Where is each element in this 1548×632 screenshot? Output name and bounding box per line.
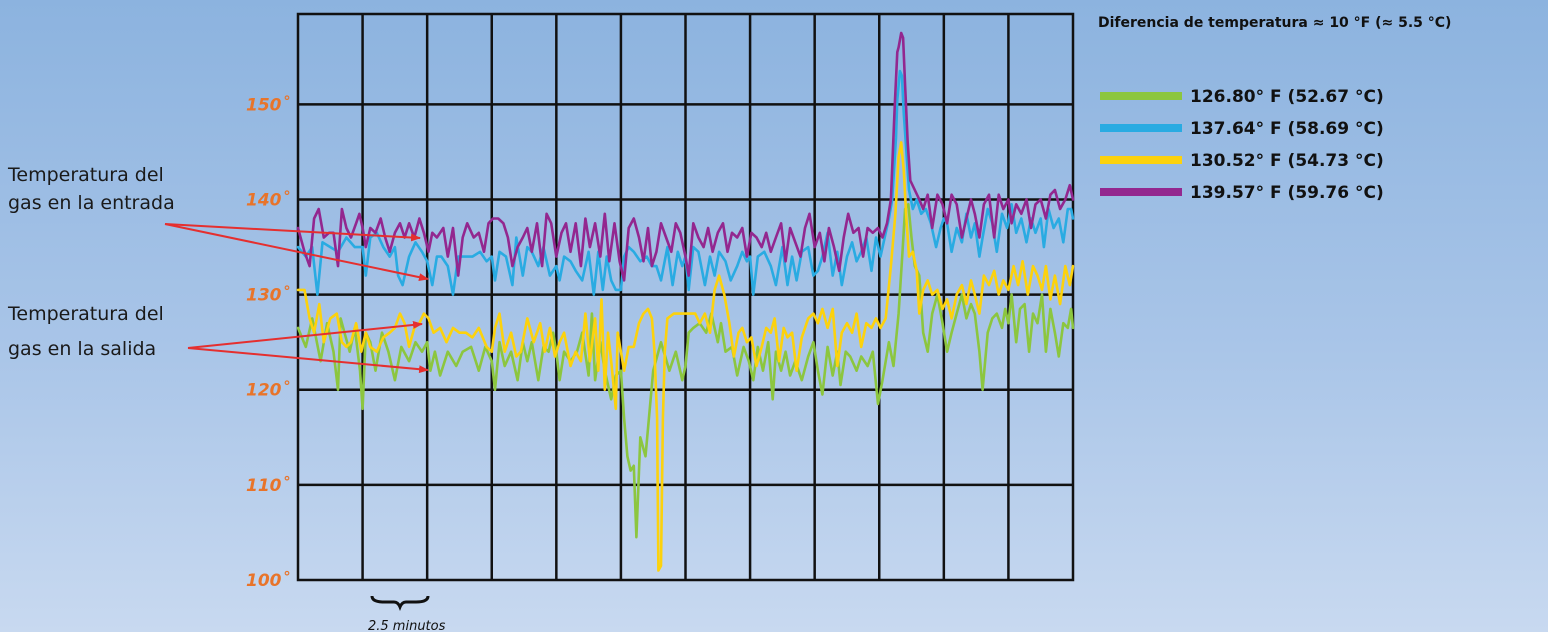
arrow-outlet-green bbox=[187, 347, 429, 374]
series-line-3 bbox=[296, 141, 1075, 572]
legend-label: 130.52° F (54.73 °C) bbox=[1190, 151, 1384, 171]
arrow-inlet-blue bbox=[164, 223, 429, 282]
series-lines bbox=[296, 31, 1075, 572]
legend-label: 139.57° F (59.76 °C) bbox=[1190, 183, 1384, 203]
annotation-outlet-line1: Temperatura del bbox=[7, 303, 164, 325]
y-tick-label: 120˚ bbox=[246, 380, 290, 401]
y-tick-label: 130˚ bbox=[246, 285, 290, 306]
legend-label: 126.80° F (52.67 °C) bbox=[1190, 87, 1384, 107]
annotation-inlet-line2: gas en la entrada bbox=[8, 192, 175, 214]
annotation-outlet: Temperatura del gas en la salida bbox=[7, 303, 429, 374]
annotation-inlet: Temperatura del gas en la entrada bbox=[7, 164, 429, 282]
arrow-outlet-yellow bbox=[187, 320, 423, 349]
brace-icon bbox=[370, 595, 430, 612]
y-tick-label: 110˚ bbox=[246, 475, 290, 496]
x-interval-note: 2.5 minutos bbox=[368, 595, 446, 632]
series-line-1 bbox=[296, 203, 1075, 539]
chart-grid bbox=[296, 12, 1075, 582]
series-line-4 bbox=[296, 31, 1075, 282]
y-tick-label: 100˚ bbox=[246, 570, 290, 591]
annotation-outlet-line2: gas en la salida bbox=[8, 338, 156, 360]
y-tick-label: 140˚ bbox=[246, 189, 290, 210]
chart-legend: 126.80° F (52.67 °C) 137.64° F (58.69 °C)… bbox=[1100, 87, 1384, 203]
arrow-inlet-purple bbox=[164, 223, 421, 242]
y-axis-ticks: 100˚ 110˚ 120˚ 130˚ 140˚ 150˚ bbox=[246, 94, 290, 591]
legend-label: 137.64° F (58.69 °C) bbox=[1190, 119, 1384, 139]
series-line-2 bbox=[296, 69, 1075, 296]
y-tick-label: 150˚ bbox=[246, 94, 290, 115]
temperature-difference-note: Diferencia de temperatura ≈ 10 °F (≈ 5.5… bbox=[1098, 15, 1451, 31]
x-interval-label: 2.5 minutos bbox=[368, 619, 446, 632]
annotation-inlet-line1: Temperatura del bbox=[7, 164, 164, 186]
